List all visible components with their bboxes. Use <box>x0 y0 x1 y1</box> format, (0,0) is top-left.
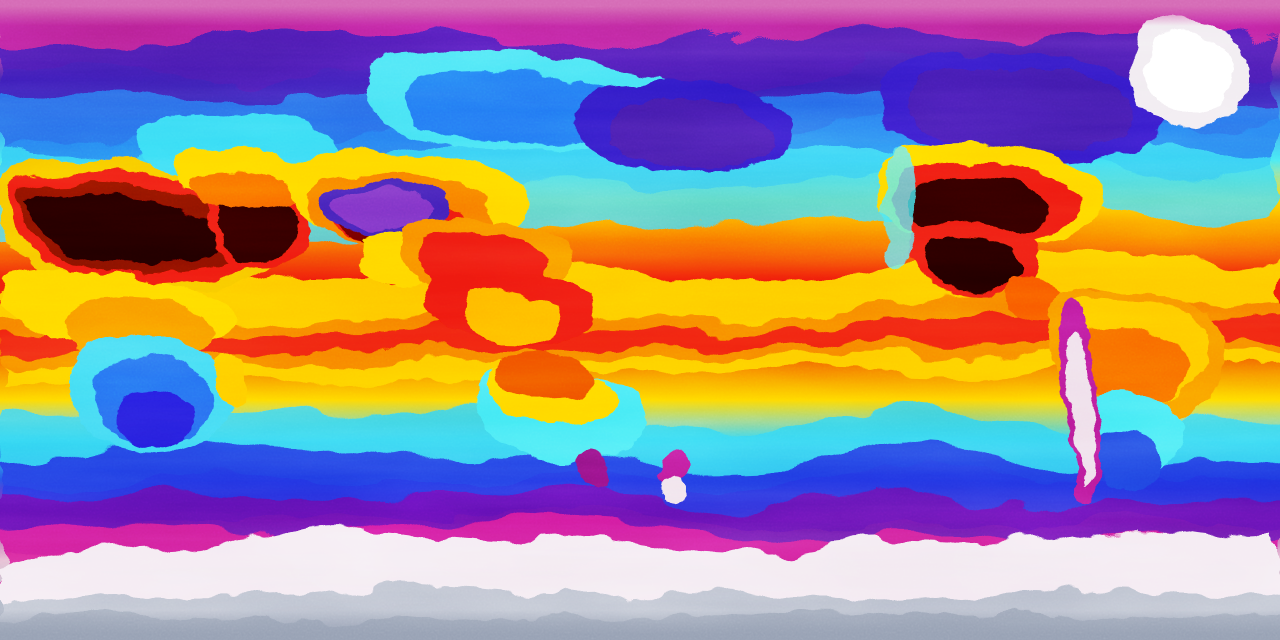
global-temperature-map <box>0 0 1280 640</box>
pixel-grain <box>0 0 1280 640</box>
